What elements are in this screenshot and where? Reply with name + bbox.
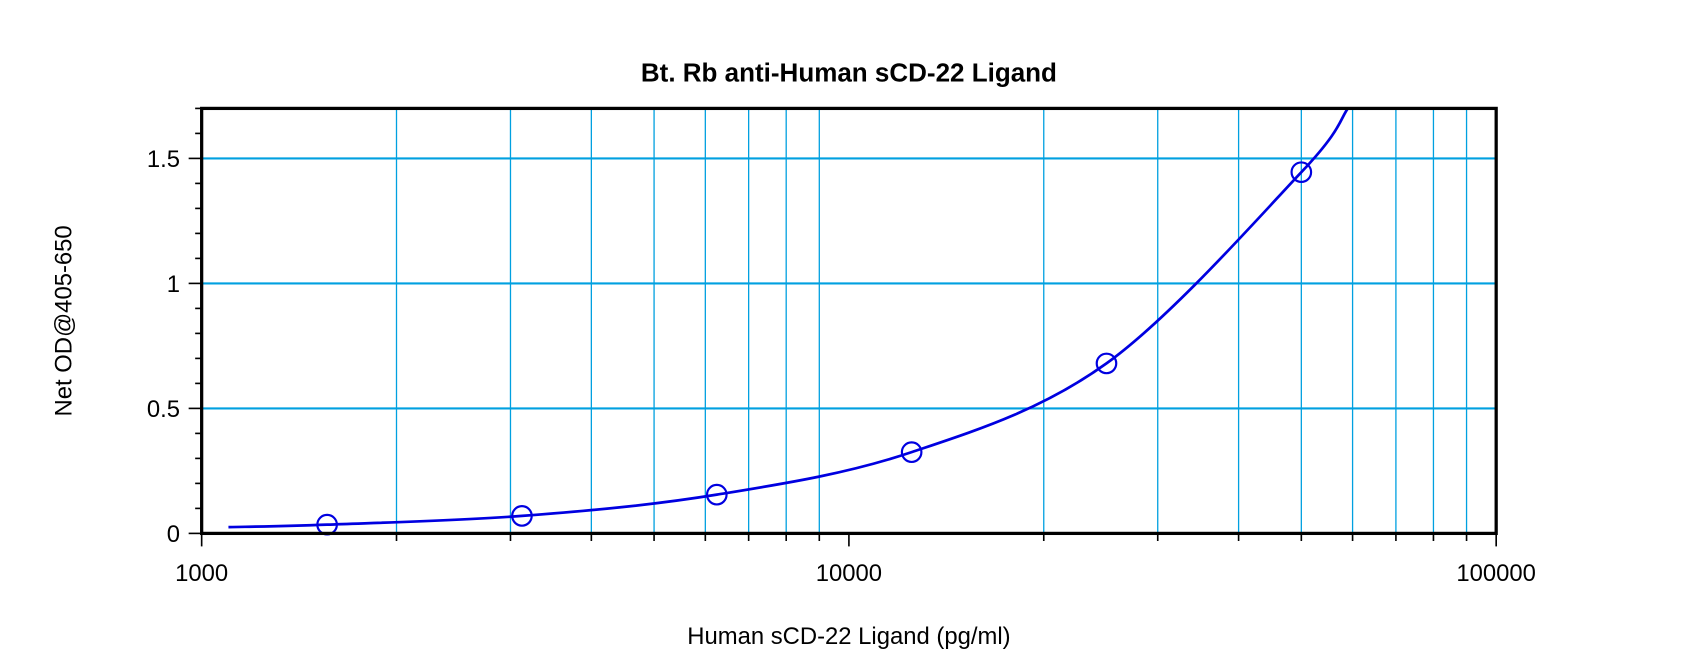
data-point [511, 505, 533, 527]
y-tick-label: 1 [167, 271, 180, 298]
x-tick-label: 100000 [1456, 560, 1536, 587]
chart-title: Bt. Rb anti-Human sCD-22 Ligand [641, 57, 1057, 87]
axis-ticks: 1000 10000 100000 0 0.5 1 1.5 [147, 107, 1536, 587]
grid [201, 108, 1497, 534]
y-tick-label: 0 [167, 521, 180, 548]
y-tick-label: 1.5 [147, 146, 180, 173]
data-point [900, 441, 923, 463]
x-tick-label: 10000 [816, 560, 882, 587]
data-points [316, 161, 1313, 536]
x-tick-label: 1000 [175, 560, 228, 587]
fit-curve [228, 107, 1349, 529]
y-tick-label: 0.5 [147, 396, 180, 423]
y-axis-label: Net OD@405-650 [51, 225, 78, 416]
data-point [1095, 352, 1118, 375]
fit-curve-layer [228, 107, 1349, 529]
data-point [1290, 161, 1313, 184]
x-axis-label: Human sCD-22 Ligand (pg/ml) [687, 623, 1010, 650]
data-point [705, 483, 728, 506]
